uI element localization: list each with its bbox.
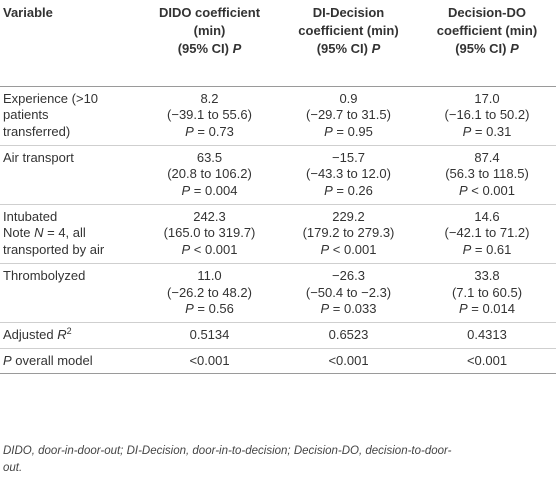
row-label: Intubated Note N = 4, all transported by… xyxy=(0,204,140,264)
row-label: Air transport xyxy=(0,145,140,205)
row-label: Thrombolyzed xyxy=(0,263,140,323)
cell-decision-do: 0.4313 xyxy=(418,322,556,349)
header-di-decision: DI-Decision coefficient (min) (95% CI) P xyxy=(279,0,418,87)
header-dido: DIDO coefficient (min) (95% CI) P xyxy=(140,0,279,87)
cell-dido: 8.2 (−39.1 to 55.6) P = 0.73 xyxy=(140,86,279,146)
cell-decision-do: 87.4 (56.3 to 118.5) P < 0.001 xyxy=(418,145,556,205)
table-row-air-transport: Air transport 63.5 (20.8 to 106.2) P = 0… xyxy=(0,145,556,205)
cell-decision-do: 14.6 (−42.1 to 71.2) P = 0.61 xyxy=(418,204,556,264)
header-decision-do: Decision-DO coefficient (min) (95% CI) P xyxy=(418,0,556,87)
table-row-experience: Experience (>10 patients transferred) 8.… xyxy=(0,86,556,146)
cell-di-decision: −15.7 (−43.3 to 12.0) P = 0.26 xyxy=(279,145,418,205)
cell-dido: 63.5 (20.8 to 106.2) P = 0.004 xyxy=(140,145,279,205)
row-label: P overall model xyxy=(0,348,140,375)
cell-di-decision: 0.6523 xyxy=(279,322,418,349)
cell-decision-do: <0.001 xyxy=(418,348,556,375)
table-footnote: DIDO, door-in-door-out; DI-Decision, doo… xyxy=(3,445,452,474)
cell-dido: 242.3 (165.0 to 319.7) P < 0.001 xyxy=(140,204,279,264)
row-label: Adjusted R2 xyxy=(0,322,140,349)
cell-dido: <0.001 xyxy=(140,348,279,375)
cell-dido: 11.0 (−26.2 to 48.2) P = 0.56 xyxy=(140,263,279,323)
cell-decision-do: 33.8 (7.1 to 60.5) P = 0.014 xyxy=(418,263,556,323)
cell-di-decision: <0.001 xyxy=(279,348,418,375)
table-row-intubated: Intubated Note N = 4, all transported by… xyxy=(0,204,556,264)
cell-di-decision: 0.9 (−29.7 to 31.5) P = 0.95 xyxy=(279,86,418,146)
table-row-overall-model: P overall model <0.001 <0.001 <0.001 xyxy=(0,348,556,375)
table-row-thrombolyzed: Thrombolyzed 11.0 (−26.2 to 48.2) P = 0.… xyxy=(0,263,556,323)
header-row: Variable DIDO coefficient (min) (95% CI)… xyxy=(0,0,556,87)
cell-decision-do: 17.0 (−16.1 to 50.2) P = 0.31 xyxy=(418,86,556,146)
cell-dido: 0.5134 xyxy=(140,322,279,349)
table-row-adjusted-r2: Adjusted R2 0.5134 0.6523 0.4313 xyxy=(0,322,556,349)
header-variable: Variable xyxy=(0,0,140,87)
cell-di-decision: 229.2 (179.2 to 279.3) P < 0.001 xyxy=(279,204,418,264)
row-label: Experience (>10 patients transferred) xyxy=(0,86,140,146)
cell-di-decision: −26.3 (−50.4 to −2.3) P = 0.033 xyxy=(279,263,418,323)
results-table: Variable DIDO coefficient (min) (95% CI)… xyxy=(0,0,556,375)
